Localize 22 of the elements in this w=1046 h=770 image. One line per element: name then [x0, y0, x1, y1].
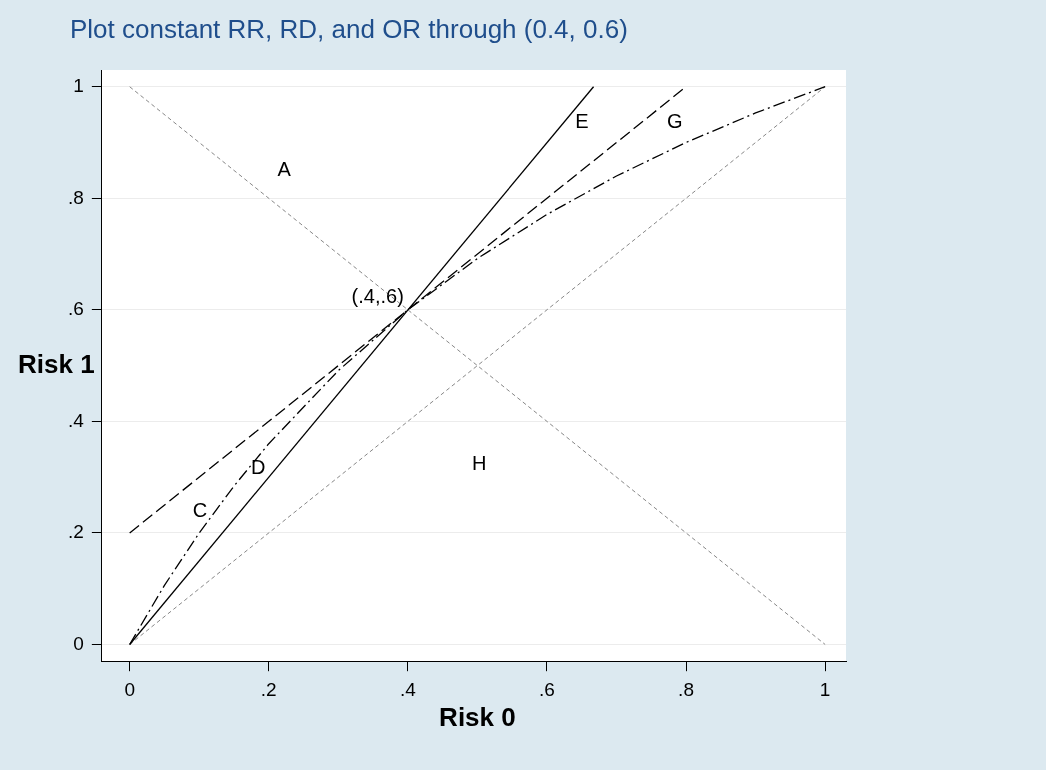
- x-tick-label: .4: [399, 678, 417, 700]
- x-tick-label: 1: [819, 678, 831, 700]
- annotation: D: [250, 455, 266, 478]
- annotation: (.4,.6): [351, 285, 404, 308]
- y-tick-label: 1: [73, 74, 84, 96]
- annotation: C: [192, 498, 208, 521]
- annotation: A: [277, 158, 292, 181]
- chart-title: Plot constant RR, RD, and OR through (0.4, 0.6): [70, 14, 628, 45]
- y-tick-label: .4: [67, 409, 85, 431]
- x-tick-label: .2: [260, 678, 277, 700]
- annotation: H: [471, 451, 487, 474]
- y-tick-label: 0: [73, 632, 84, 654]
- annotation: E: [575, 109, 589, 132]
- y-tick-label: .8: [67, 186, 84, 208]
- x-tick-label: .6: [539, 678, 555, 700]
- y-tick-label: .2: [67, 521, 84, 543]
- annotation: G: [667, 109, 683, 132]
- y-tick-label: .6: [67, 298, 84, 320]
- x-tick-label: .8: [678, 678, 694, 700]
- x-tick-label: 0: [124, 678, 135, 700]
- y-axis-title: Risk 1: [18, 348, 95, 379]
- x-axis-title: Risk 0: [439, 702, 516, 733]
